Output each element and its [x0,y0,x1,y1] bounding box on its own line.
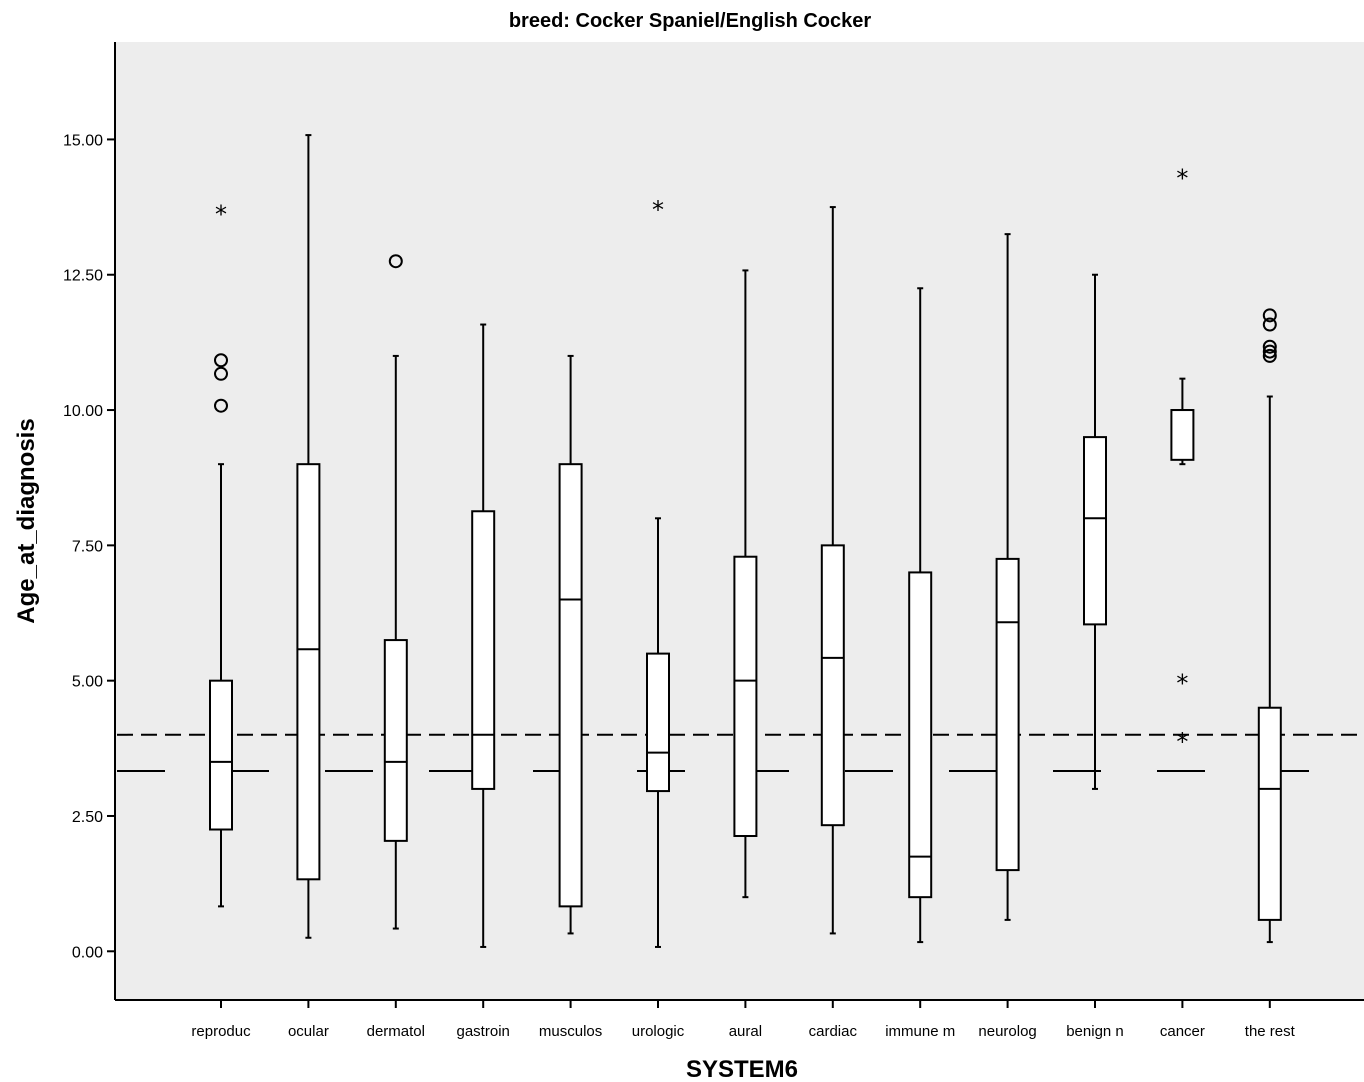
iqr-box [209,679,233,831]
y-tick-label: 5.00 [72,674,103,691]
box-cardiac [820,206,845,935]
y-tick-label: 15.00 [63,132,103,149]
x-tick-label: dermatol [367,1023,425,1040]
box-urologic: * [646,196,670,948]
chart-title: breed: Cocker Spaniel/English Cocker [509,10,872,32]
extreme-point: * [215,200,227,228]
box-reproduc: * [209,200,233,908]
box-benign-n [1083,273,1107,790]
y-axis-title: Age_at_diagnosis [13,418,40,623]
iqr-box [820,544,845,827]
x-tick-label: gastroin [457,1023,510,1040]
x-tick-label: reproduc [191,1023,251,1040]
extreme-point: * [1176,728,1188,756]
iqr-box [383,639,408,842]
x-tick-label: aural [729,1023,762,1040]
iqr-box [558,463,583,908]
y-tick-label: 10.00 [63,403,103,420]
iqr-box [1083,436,1107,626]
x-axis-title: SYSTEM6 [686,1056,798,1082]
x-tick-label: immune m [885,1023,955,1040]
outlier-point [214,366,228,381]
x-tick-label: cardiac [809,1023,858,1040]
iqr-box [296,463,321,881]
outlier-point [1262,308,1277,323]
x-tick-label: ocular [288,1023,329,1040]
outlier-point [1262,344,1277,359]
box-neurolog [995,233,1020,921]
extreme-point: * [652,196,664,224]
x-tick-label: the rest [1245,1023,1296,1040]
outlier-point [1262,339,1277,354]
outlier-point [388,254,403,269]
outlier-point [1262,348,1277,363]
iqr-box [1257,706,1282,921]
box-dermatol [383,254,408,930]
y-tick-label: 2.50 [72,809,103,826]
outlier-point [214,398,228,413]
iqr-box [908,571,933,899]
box-the-rest [1257,308,1282,944]
box-gastroin [471,323,496,948]
y-tick-label: 0.00 [72,944,103,961]
outlier-point [214,353,228,368]
iqr-box [1170,409,1195,461]
box-aural [733,269,758,899]
x-tick-label: musculos [539,1023,602,1040]
extreme-point: * [1176,165,1188,193]
plot-background [115,42,1364,1000]
box-cancer: * * * [1170,165,1195,756]
outlier-point [1262,317,1277,332]
y-tick-label: 12.50 [63,268,103,285]
x-tick-label: benign n [1066,1023,1124,1040]
box-musculos [558,354,583,935]
x-tick-label: urologic [632,1023,685,1040]
y-tick-label: 7.50 [72,538,103,555]
iqr-box [733,555,758,838]
x-tick-label: neurolog [978,1023,1036,1040]
iqr-box [471,510,496,790]
box-immune-m [908,287,933,944]
box-ocular [296,134,321,939]
iqr-box [995,557,1020,872]
x-tick-label: cancer [1160,1023,1205,1040]
iqr-box [646,652,670,793]
extreme-point: * [1176,670,1188,698]
